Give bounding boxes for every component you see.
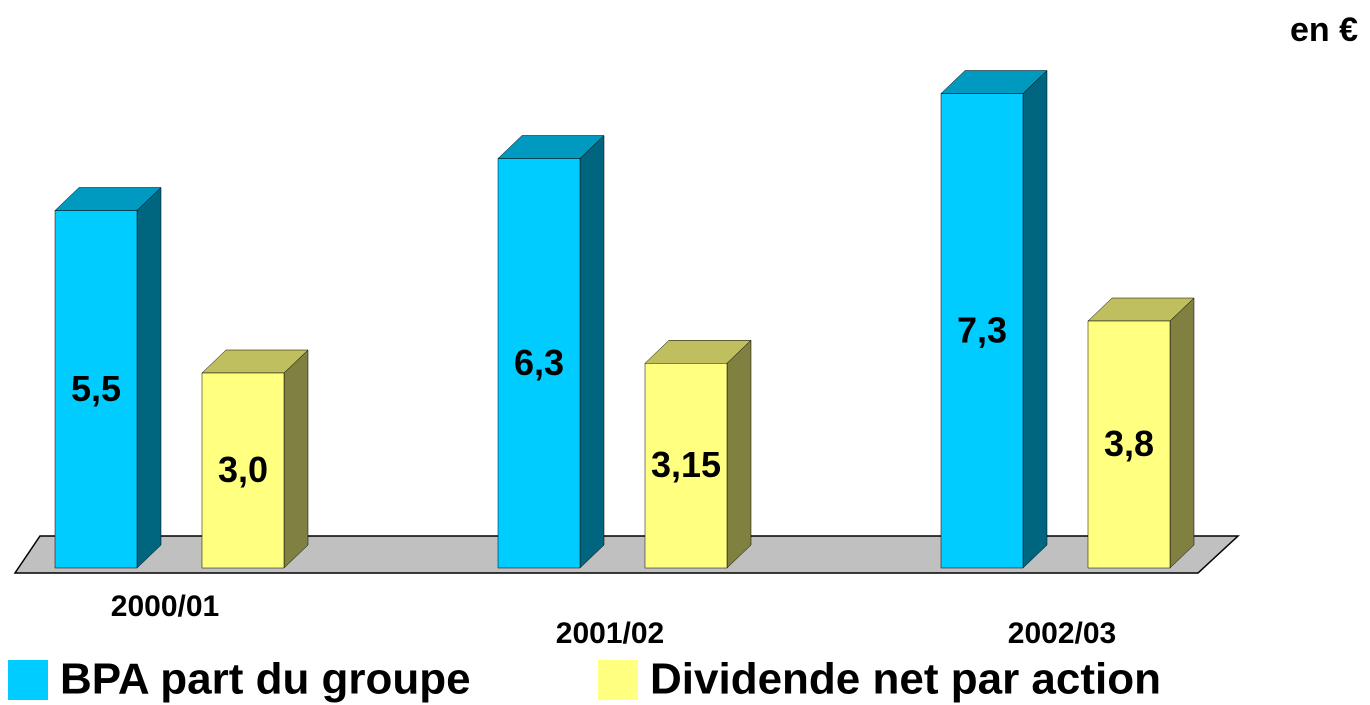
- data-label: 5,5: [71, 368, 121, 409]
- x-tick-label: 2001/02: [556, 617, 664, 650]
- x-tick-label: 2002/03: [1008, 617, 1116, 650]
- bar: [644, 363, 728, 569]
- data-label: 6,3: [514, 342, 564, 383]
- bar-side: [1169, 297, 1195, 569]
- bar: [940, 93, 1024, 569]
- bar-side: [579, 134, 605, 569]
- legend-swatch: [8, 660, 48, 700]
- bar-side: [726, 339, 752, 569]
- annotation: en €: [1290, 11, 1358, 49]
- data-label: 3,15: [651, 444, 721, 485]
- legend-label: Dividende net par action: [650, 655, 1161, 704]
- legend-label: BPA part du groupe: [60, 655, 471, 704]
- data-label: 3,0: [218, 449, 268, 490]
- x-tick-label: 2000/01: [111, 590, 219, 623]
- bar: [1087, 320, 1171, 569]
- data-label: 3,8: [1104, 423, 1154, 464]
- floor: [13, 535, 1240, 574]
- bar-side: [1022, 69, 1048, 569]
- legend-swatch: [598, 660, 638, 700]
- bar: [54, 210, 138, 569]
- bar-side: [136, 186, 162, 569]
- bar: [497, 158, 581, 569]
- bar: [201, 372, 285, 569]
- data-label: 7,3: [957, 309, 1007, 350]
- bar-side: [283, 349, 309, 569]
